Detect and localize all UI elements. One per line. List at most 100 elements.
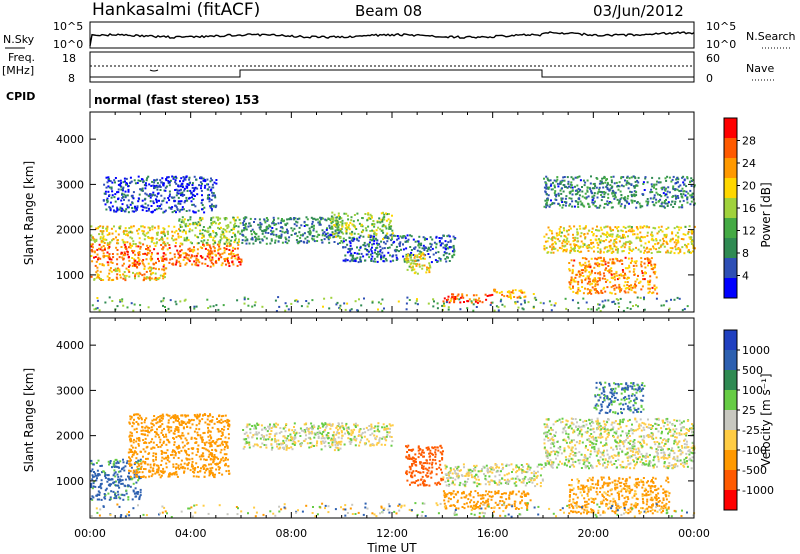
- velocity-cell: [168, 431, 171, 434]
- power-cell: [590, 289, 593, 292]
- velocity-cell: [180, 449, 183, 452]
- power-cell: [330, 217, 333, 220]
- power-cell: [144, 182, 147, 185]
- power-cell: [656, 232, 659, 235]
- power-cell: [604, 277, 607, 280]
- power-cell: [621, 263, 624, 265]
- velocity-cell: [225, 443, 228, 446]
- power-cell: [165, 201, 168, 204]
- power-cell: [560, 197, 563, 200]
- power-cell: [196, 235, 198, 238]
- power-cell: [149, 200, 152, 203]
- power-cell: [379, 221, 382, 224]
- power-cell: [258, 218, 261, 221]
- power-cell: [584, 278, 587, 281]
- power-cell: [106, 225, 109, 228]
- power-cell: [643, 225, 646, 228]
- power-cell: [585, 197, 588, 200]
- power-cell: [136, 261, 139, 264]
- power-cell: [165, 185, 168, 188]
- power-cell: [571, 189, 574, 192]
- power-cell: [114, 193, 117, 196]
- power-cell: [653, 284, 656, 287]
- power-cell: [90, 245, 93, 248]
- power-cell: [109, 207, 112, 209]
- power-cell: [590, 190, 593, 193]
- power-cell: [568, 269, 571, 272]
- power-cell: [385, 212, 387, 215]
- power-cell: [472, 294, 475, 297]
- power-cell: [403, 258, 406, 261]
- velocity-cell: [188, 421, 191, 424]
- power-cell: [570, 186, 572, 189]
- power-cell: [586, 282, 589, 285]
- power-cell: [571, 200, 574, 203]
- velocity-cell: [104, 489, 107, 492]
- power-cell: [188, 182, 191, 185]
- power-cell: [497, 306, 500, 309]
- power-cell: [192, 198, 195, 200]
- power-cell: [637, 248, 640, 251]
- velocity-cell: [135, 440, 138, 443]
- power-cell: [648, 248, 651, 251]
- power-cell: [174, 245, 177, 248]
- power-cell: [603, 233, 606, 236]
- power-cell: [138, 253, 141, 256]
- power-cell: [551, 236, 554, 239]
- power-cell: [685, 244, 688, 247]
- power-cell: [681, 204, 684, 207]
- power-cell: [97, 258, 99, 261]
- power-cell: [271, 232, 274, 235]
- power-cell: [178, 219, 181, 222]
- power-cell: [579, 235, 582, 238]
- power-cell: [624, 236, 627, 239]
- velocity-cell: [219, 438, 222, 440]
- power-cell: [426, 268, 428, 271]
- power-cell: [362, 229, 365, 232]
- velocity-cell: [202, 464, 205, 467]
- velocity-cell: [198, 428, 201, 431]
- power-cell: [150, 259, 153, 262]
- velocity-cell: [133, 473, 136, 476]
- velocity-cell: [210, 463, 213, 466]
- power-cell: [128, 270, 131, 273]
- power-cell: [408, 265, 411, 268]
- power-cell: [371, 223, 374, 226]
- power-cell: [179, 300, 182, 303]
- velocity-cell: [227, 422, 230, 425]
- power-cell: [142, 206, 145, 209]
- power-cell: [173, 210, 176, 212]
- power-cell: [628, 264, 631, 267]
- power-cell: [105, 176, 108, 179]
- power-cell: [474, 298, 477, 301]
- power-cell: [570, 176, 573, 179]
- power-cell: [619, 190, 622, 193]
- power-cell: [337, 212, 340, 215]
- power-cell: [655, 286, 658, 289]
- power-cell: [286, 222, 289, 225]
- power-cell: [410, 235, 413, 238]
- power-cell: [447, 247, 449, 250]
- power-cell: [367, 243, 370, 246]
- power-cell: [572, 233, 574, 236]
- power-cell: [509, 295, 512, 298]
- power-cell: [371, 243, 374, 246]
- power-cell: [658, 200, 661, 202]
- power-cell: [212, 243, 215, 245]
- power-cell: [616, 198, 619, 201]
- power-cell: [370, 215, 373, 217]
- power-cell: [652, 239, 655, 242]
- power-cell: [633, 285, 636, 288]
- power-cell: [639, 231, 642, 234]
- power-cell: [453, 237, 456, 240]
- power-cell: [593, 266, 596, 269]
- velocity-cell: [219, 444, 222, 447]
- power-cell: [628, 177, 631, 180]
- power-cell: [661, 201, 664, 204]
- power-cell: [162, 304, 164, 307]
- power-cell: [589, 283, 592, 286]
- power-cell: [412, 262, 415, 265]
- power-cell: [577, 288, 580, 291]
- power-cell: [142, 232, 145, 235]
- power-cell: [171, 230, 174, 233]
